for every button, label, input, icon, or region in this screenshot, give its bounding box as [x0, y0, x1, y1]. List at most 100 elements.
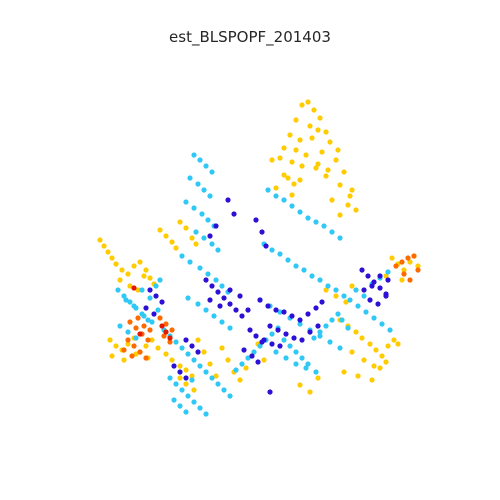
scatter-point-light_blue: [199, 211, 205, 217]
scatter-point-yellow: [297, 382, 303, 388]
scatter-point-dark_blue: [277, 343, 283, 349]
scatter-point-light_blue: [339, 317, 345, 323]
scatter-point-light_blue: [133, 335, 139, 341]
scatter-point-light_blue: [239, 361, 245, 367]
scatter-point-yellow: [293, 147, 299, 153]
scatter-point-dark_blue: [305, 311, 311, 317]
scatter-point-light_blue: [227, 393, 233, 399]
scatter-point-light_blue: [179, 387, 185, 393]
scatter-point-yellow: [399, 277, 405, 283]
scatter-point-orange: [147, 327, 153, 333]
scatter-point-yellow: [125, 271, 131, 277]
scatter-point-yellow: [353, 329, 359, 335]
scatter-point-light_blue: [177, 403, 183, 409]
scatter-point-yellow: [201, 349, 207, 355]
scatter-point-red: [131, 285, 137, 291]
scatter-point-yellow: [169, 357, 175, 363]
scatter-point-light_blue: [197, 265, 203, 271]
scatter-point-light_blue: [325, 283, 331, 289]
scatter-point-red: [159, 323, 165, 329]
scatter-point-light_blue: [337, 235, 343, 241]
scatter-point-orange: [399, 259, 405, 265]
scatter-point-dark_blue: [253, 217, 259, 223]
scatter-point-light_blue: [121, 293, 127, 299]
scatter-point-yellow: [325, 167, 331, 173]
scatter-point-light_blue: [305, 215, 311, 221]
scatter-point-light_blue: [127, 299, 133, 305]
scatter-point-yellow: [261, 357, 267, 363]
scatter-point-light_blue: [323, 323, 329, 329]
scatter-point-light_blue: [191, 357, 197, 363]
scatter-point-dark_blue: [385, 277, 391, 283]
scatter-point-red: [137, 331, 143, 337]
scatter-point-yellow: [277, 155, 283, 161]
scatter-point-light_blue: [209, 169, 215, 175]
scatter-point-dark_blue: [375, 301, 381, 307]
scatter-point-orange: [121, 347, 127, 353]
scatter-point-light_blue: [195, 301, 201, 307]
scatter-point-yellow: [299, 163, 305, 169]
scatter-point-light_blue: [257, 343, 263, 349]
scatter-point-light_blue: [147, 295, 153, 301]
scatter-point-light_blue: [345, 325, 351, 331]
scatter-point-light_blue: [313, 219, 319, 225]
scatter-point-yellow: [349, 283, 355, 289]
scatter-point-dark_blue: [247, 327, 253, 333]
scatter-point-yellow: [163, 233, 169, 239]
scatter-point-light_blue: [297, 209, 303, 215]
scatter-point-dark_blue: [383, 293, 389, 299]
scatter-point-yellow: [243, 365, 249, 371]
chart-title: est_BLSPOPF_201403: [169, 28, 331, 46]
scatter-point-yellow: [307, 123, 313, 129]
scatter-point-dark_blue: [241, 347, 247, 353]
scatter-point-yellow: [133, 351, 139, 357]
scatter-point-dark_blue: [171, 363, 177, 369]
scatter-point-dark_blue: [233, 307, 239, 313]
scatter-point-yellow: [401, 267, 407, 273]
scatter-point-dark_blue: [147, 287, 153, 293]
scatter-point-light_blue: [293, 349, 299, 355]
scatter-point-yellow: [195, 337, 201, 343]
scatter-point-light_blue: [313, 369, 319, 375]
scatter-point-yellow: [143, 343, 149, 349]
scatter-point-light_blue: [251, 349, 257, 355]
scatter-point-yellow: [269, 157, 275, 163]
scatter-point-yellow: [169, 239, 175, 245]
scatter-point-light_blue: [215, 247, 221, 253]
scatter-point-light_blue: [317, 333, 323, 339]
scatter-point-light_blue: [197, 157, 203, 163]
scatter-point-light_blue: [185, 393, 191, 399]
scatter-point-yellow: [285, 175, 291, 181]
scatter-point-yellow: [109, 353, 115, 359]
scatter-point-yellow: [163, 351, 169, 357]
scatter-point-dark_blue: [215, 289, 221, 295]
scatter-point-light_blue: [317, 329, 323, 335]
scatter-point-dark_blue: [249, 353, 255, 359]
scatter-point-light_blue: [321, 223, 327, 229]
scatter-point-dark_blue: [253, 333, 259, 339]
scatter-point-light_blue: [299, 355, 305, 361]
scatter-point-yellow: [137, 259, 143, 265]
scatter-point-dark_blue: [207, 233, 213, 239]
scatter-point-dark_blue: [195, 349, 201, 355]
scatter-point-yellow: [379, 353, 385, 359]
scatter-point-yellow: [107, 337, 113, 343]
scatter-point-light_blue: [185, 295, 191, 301]
scatter-point-light_blue: [361, 293, 367, 299]
scatter-point-yellow: [315, 375, 321, 381]
scatter-point-orange: [145, 337, 151, 343]
scatter-point-orange: [393, 263, 399, 269]
scatter-point-dark_blue: [189, 343, 195, 349]
scatter-point-light_blue: [265, 187, 271, 193]
scatter-point-light_blue: [273, 349, 279, 355]
scatter-point-yellow: [191, 387, 197, 393]
scatter-point-yellow: [183, 225, 189, 231]
scatter-point-dark_blue: [263, 243, 269, 249]
scatter-point-yellow: [189, 235, 195, 241]
scatter-point-light_blue: [317, 277, 323, 283]
scatter-point-dark_blue: [183, 337, 189, 343]
scatter-point-light_blue: [125, 329, 131, 335]
scatter-point-orange: [141, 323, 147, 329]
scatter-point-light_blue: [303, 365, 309, 371]
